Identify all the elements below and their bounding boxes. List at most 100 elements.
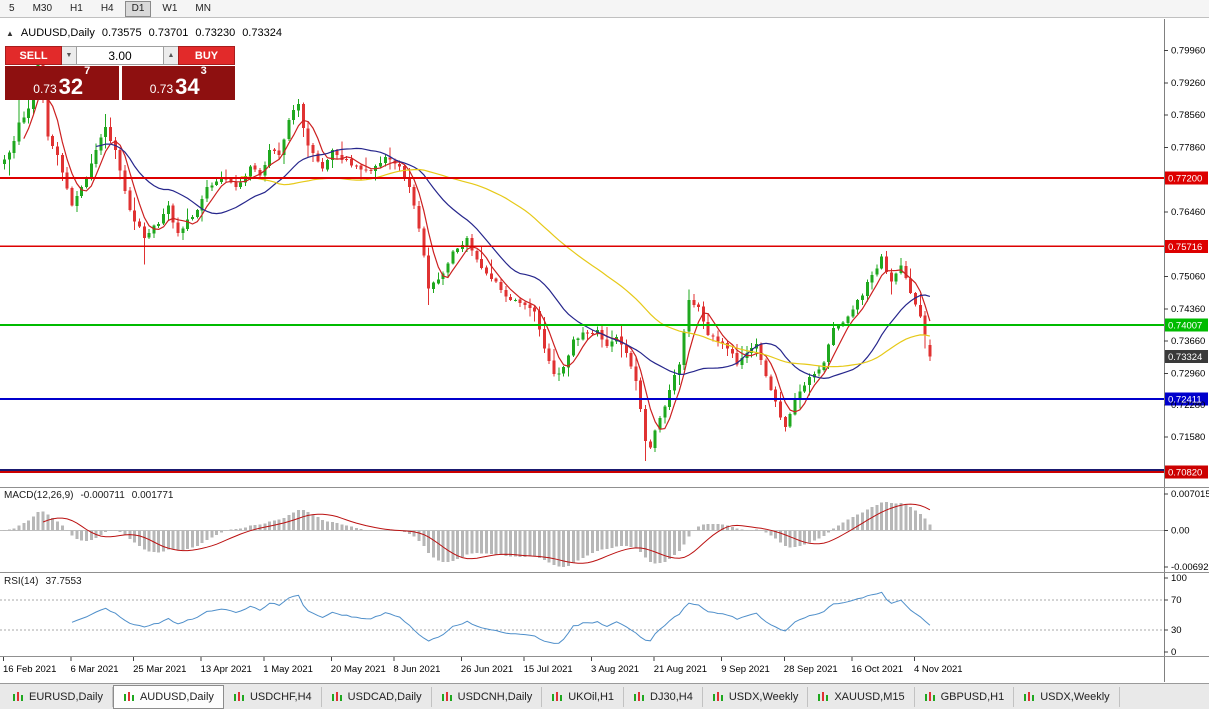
svg-text:0.73660: 0.73660 bbox=[1171, 336, 1205, 347]
svg-text:0.77860: 0.77860 bbox=[1171, 142, 1205, 153]
tab-label: AUDUSD,Daily bbox=[139, 690, 214, 703]
svg-text:25 Mar 2021: 25 Mar 2021 bbox=[133, 664, 186, 675]
svg-text:0.72280: 0.72280 bbox=[1171, 400, 1205, 411]
svg-text:0.74360: 0.74360 bbox=[1171, 304, 1205, 315]
svg-text:100: 100 bbox=[1171, 573, 1187, 584]
collapse-quote-icon[interactable]: ▲ bbox=[6, 28, 14, 38]
tab-chart-icon bbox=[441, 692, 452, 701]
svg-text:13 Apr 2021: 13 Apr 2021 bbox=[201, 664, 252, 675]
svg-text:-0.006923: -0.006923 bbox=[1171, 562, 1209, 573]
timeframe-button-w1[interactable]: W1 bbox=[162, 2, 178, 14]
tab-chart-icon bbox=[818, 692, 829, 701]
chart-tab-usdx-weekly[interactable]: USDX,Weekly bbox=[703, 686, 809, 707]
chart-tab-usdcnh-daily[interactable]: USDCNH,Daily bbox=[432, 686, 543, 707]
timeframe-button-5[interactable]: 5 bbox=[9, 2, 15, 14]
rsi-indicator-label: RSI(14) 37.7553 bbox=[4, 576, 82, 587]
timeframe-button-h1[interactable]: H1 bbox=[70, 2, 83, 14]
volume-field-wrap bbox=[76, 46, 164, 65]
tab-chart-icon bbox=[123, 692, 134, 701]
tab-chart-icon bbox=[634, 692, 645, 701]
sell-price-display[interactable]: 0.73 32 7 bbox=[5, 66, 119, 100]
svg-text:3 Aug 2021: 3 Aug 2021 bbox=[591, 664, 639, 675]
svg-text:1 May 2021: 1 May 2021 bbox=[263, 664, 313, 675]
svg-text:0.72960: 0.72960 bbox=[1171, 369, 1205, 380]
quote-header: ▲ AUDUSD,Daily 0.73575 0.73701 0.73230 0… bbox=[6, 27, 282, 39]
candles-layer bbox=[3, 51, 932, 462]
timeframe-button-d1[interactable]: D1 bbox=[124, 0, 152, 17]
macd-histogram bbox=[3, 502, 932, 567]
sell-price-prefix: 0.73 bbox=[33, 82, 57, 96]
tab-label: USDCHF,H4 bbox=[249, 690, 312, 703]
svg-text:0.007015: 0.007015 bbox=[1171, 489, 1209, 500]
sell-button[interactable]: SELL bbox=[5, 46, 62, 65]
trade-panel-controls: SELL ▼ ▲ BUY bbox=[5, 46, 235, 65]
svg-text:6 Mar 2021: 6 Mar 2021 bbox=[71, 664, 119, 675]
horizontal-levels-layer bbox=[0, 176, 1164, 474]
svg-text:0.75060: 0.75060 bbox=[1171, 272, 1205, 283]
svg-text:15 Jul 2021: 15 Jul 2021 bbox=[524, 664, 573, 675]
quote-high: 0.73701 bbox=[148, 27, 189, 39]
chart-tab-audusd-daily[interactable]: AUDUSD,Daily bbox=[112, 684, 224, 709]
chart-window: 0.79960 0.79260 0.78560 0.77860 0.76460 0.750… bbox=[0, 19, 1209, 683]
volume-input[interactable] bbox=[77, 47, 163, 64]
svg-text:30: 30 bbox=[1171, 625, 1182, 636]
chart-tab-eurusd-daily[interactable]: EURUSD,Daily bbox=[3, 686, 113, 707]
quote-low: 0.73230 bbox=[195, 27, 236, 39]
rsi-name: RSI(14) bbox=[4, 576, 39, 587]
tab-chart-icon bbox=[331, 692, 342, 701]
tab-chart-icon bbox=[552, 692, 563, 701]
svg-text:0.78560: 0.78560 bbox=[1171, 110, 1205, 121]
buy-price-display[interactable]: 0.73 34 3 bbox=[121, 66, 235, 100]
chart-tab-xauusd-m15[interactable]: XAUUSD,M15 bbox=[808, 686, 915, 707]
svg-text:0.71580: 0.71580 bbox=[1171, 432, 1205, 443]
chart-tab-usdx-weekly[interactable]: USDX,Weekly bbox=[1014, 686, 1120, 707]
tab-chart-icon bbox=[13, 692, 23, 701]
svg-text:0.75716: 0.75716 bbox=[1168, 242, 1202, 253]
tab-chart-icon bbox=[712, 692, 723, 701]
chart-tab-dj30-h4[interactable]: DJ30,H4 bbox=[624, 686, 703, 707]
chart-tab-ukoil-h1[interactable]: UKOil,H1 bbox=[542, 686, 625, 707]
rsi-value: 37.7553 bbox=[45, 576, 82, 587]
volume-decrement-button[interactable]: ▼ bbox=[62, 46, 76, 65]
tab-label: XAUUSD,M15 bbox=[834, 690, 905, 703]
svg-text:4 Nov 2021: 4 Nov 2021 bbox=[914, 664, 963, 675]
svg-text:70: 70 bbox=[1171, 595, 1182, 606]
tab-label: USDX,Weekly bbox=[728, 690, 799, 703]
volume-increment-button[interactable]: ▲ bbox=[164, 46, 178, 65]
sell-price-pipette: 7 bbox=[84, 65, 91, 77]
macd-signal-line bbox=[42, 503, 931, 564]
macd-value-main: -0.000711 bbox=[80, 490, 125, 501]
buy-button[interactable]: BUY bbox=[178, 46, 235, 65]
chart-tab-usdchf-h4[interactable]: USDCHF,H4 bbox=[224, 686, 322, 707]
tab-chart-icon bbox=[233, 692, 244, 701]
svg-text:0.74007: 0.74007 bbox=[1168, 321, 1202, 332]
svg-text:0.76460: 0.76460 bbox=[1171, 207, 1205, 218]
chart-tab-gbpusd-h1[interactable]: GBPUSD,H1 bbox=[915, 686, 1015, 707]
svg-text:0: 0 bbox=[1171, 647, 1176, 658]
timeframe-button-mn[interactable]: MN bbox=[195, 2, 211, 14]
chart-canvas[interactable]: 0.79960 0.79260 0.78560 0.77860 0.76460 0.750… bbox=[0, 19, 1209, 683]
tab-label: USDCAD,Daily bbox=[347, 690, 422, 703]
buy-price-pips: 34 bbox=[175, 74, 200, 100]
svg-text:0.72411: 0.72411 bbox=[1168, 394, 1202, 405]
buy-price-prefix: 0.73 bbox=[149, 82, 174, 96]
tab-label: DJ30,H4 bbox=[650, 690, 693, 703]
tab-label: GBPUSD,H1 bbox=[940, 690, 1005, 703]
chart-tab-bar: EURUSD,Daily AUDUSD,Daily USDCHF,H4 USDCAD,… bbox=[0, 683, 1209, 709]
timeframe-button-h4[interactable]: H4 bbox=[100, 2, 114, 14]
svg-text:16 Oct 2021: 16 Oct 2021 bbox=[851, 664, 903, 675]
timeframe-toolbar: 5 M30 H1 H4 D1 W1 MN bbox=[0, 0, 1209, 18]
macd-value-signal: 0.001771 bbox=[131, 490, 174, 501]
ma-50-line bbox=[240, 168, 931, 368]
svg-text:0.00: 0.00 bbox=[1171, 525, 1190, 536]
svg-text:16 Feb 2021: 16 Feb 2021 bbox=[3, 664, 56, 675]
timeframe-button-m30[interactable]: M30 bbox=[32, 2, 53, 14]
quote-open: 0.73575 bbox=[101, 27, 142, 39]
svg-text:8 Jun 2021: 8 Jun 2021 bbox=[393, 664, 440, 675]
svg-text:0.70820: 0.70820 bbox=[1168, 468, 1202, 479]
rsi-line bbox=[71, 591, 931, 644]
ma-5-line bbox=[23, 94, 931, 430]
chart-tab-usdcad-daily[interactable]: USDCAD,Daily bbox=[322, 686, 432, 707]
svg-text:20 May 2021: 20 May 2021 bbox=[331, 664, 386, 675]
